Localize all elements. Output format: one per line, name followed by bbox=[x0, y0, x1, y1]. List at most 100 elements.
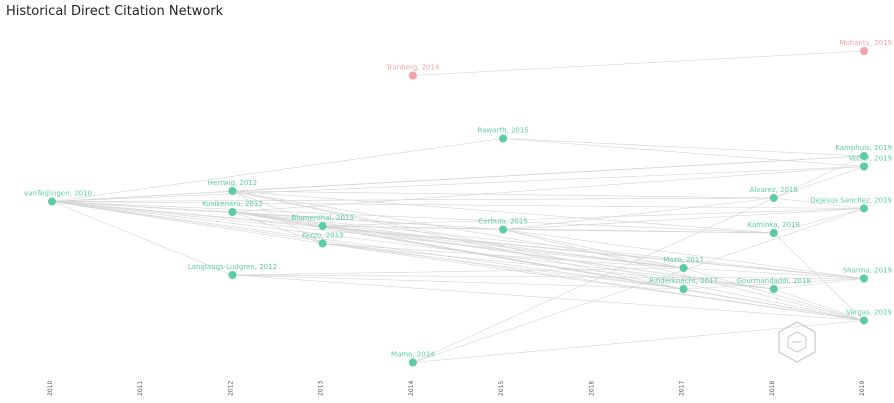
citation-edge bbox=[412, 50, 865, 76]
paper-node-label: Mamo, 2014 bbox=[391, 351, 435, 359]
citation-edge bbox=[773, 208, 865, 234]
paper-node-label: Corbula, 2015 bbox=[478, 218, 527, 226]
citation-edge bbox=[232, 211, 865, 279]
paper-node[interactable] bbox=[860, 316, 868, 325]
citation-edge bbox=[773, 155, 865, 199]
citation-edge bbox=[683, 267, 865, 279]
paper-node-label: Kamphuis, 2019 bbox=[835, 144, 892, 152]
citation-edge bbox=[232, 274, 684, 290]
paper-node[interactable] bbox=[228, 208, 237, 216]
citation-edge bbox=[51, 138, 504, 202]
x-tick-label: 2017 bbox=[679, 381, 686, 396]
citation-edge bbox=[773, 288, 865, 321]
paper-node[interactable] bbox=[499, 134, 508, 143]
hexagon-logo-icon bbox=[778, 321, 816, 363]
citation-edge bbox=[232, 166, 865, 213]
paper-node[interactable] bbox=[860, 162, 868, 171]
citation-edge bbox=[232, 190, 865, 321]
paper-node-label: Kaminka, 2018 bbox=[748, 221, 800, 229]
citation-edge bbox=[412, 197, 774, 363]
citation-edge bbox=[503, 197, 774, 230]
paper-node-label: Mohanty, 2019 bbox=[839, 39, 892, 47]
paper-node[interactable] bbox=[408, 358, 417, 367]
paper-node-label: Alvarez, 2018 bbox=[750, 186, 798, 194]
citation-edge bbox=[412, 320, 865, 363]
citation-edge bbox=[503, 229, 774, 234]
citation-edge bbox=[773, 278, 865, 290]
citation-edge bbox=[683, 278, 865, 290]
paper-node-label: Blumenthal, 2013 bbox=[291, 214, 353, 222]
citation-edge bbox=[322, 225, 684, 269]
paper-node-label: Raworth, 2015 bbox=[477, 127, 528, 135]
paper-node[interactable] bbox=[860, 47, 868, 55]
paper-node-label: vanTeijlingen, 2010 bbox=[24, 190, 92, 198]
citation-edge bbox=[51, 166, 865, 202]
x-tick-label: 2019 bbox=[859, 381, 866, 396]
citation-edge bbox=[683, 288, 865, 321]
citation-edge bbox=[322, 243, 865, 321]
paper-node[interactable] bbox=[769, 285, 778, 293]
paper-node[interactable] bbox=[228, 271, 237, 279]
paper-node-label: Sharma, 2019 bbox=[843, 267, 892, 275]
citation-edge bbox=[322, 243, 684, 269]
citation-edge bbox=[51, 197, 774, 202]
paper-node[interactable] bbox=[228, 187, 237, 195]
paper-node[interactable] bbox=[769, 194, 778, 202]
citation-edge bbox=[51, 201, 233, 276]
edge-layer bbox=[51, 50, 865, 363]
paper-node-label: Tranberg, 2014 bbox=[385, 64, 440, 72]
citation-edge bbox=[232, 190, 774, 234]
paper-node[interactable] bbox=[860, 204, 868, 213]
paper-node[interactable] bbox=[860, 152, 868, 160]
paper-node[interactable] bbox=[679, 264, 688, 272]
x-tick-label: 2018 bbox=[769, 381, 776, 396]
paper-node[interactable] bbox=[48, 197, 56, 206]
paper-node[interactable] bbox=[408, 71, 417, 80]
chart-title: Historical Direct Citation Network bbox=[6, 4, 224, 19]
paper-node[interactable] bbox=[318, 239, 327, 248]
citation-edge bbox=[51, 201, 684, 269]
citation-edge bbox=[773, 232, 865, 321]
citation-edge bbox=[503, 229, 865, 279]
paper-node[interactable] bbox=[318, 222, 327, 230]
paper-node-label: Vargas, 2019 bbox=[846, 309, 892, 317]
paper-node-label: Gourmandaddi, 2018 bbox=[737, 277, 811, 285]
paper-node[interactable] bbox=[499, 225, 508, 234]
citation-edge bbox=[232, 267, 684, 276]
citation-edge bbox=[232, 190, 323, 244]
x-tick-label: 2014 bbox=[408, 381, 415, 396]
citation-edge bbox=[51, 201, 865, 209]
paper-node[interactable] bbox=[769, 229, 778, 237]
paper-node-label: Vetter, 2019 bbox=[849, 155, 893, 163]
node-layer: vanTeijlingen, 2010 Hertwig, 2012 Kusikena… bbox=[24, 39, 892, 367]
citation-edge bbox=[503, 138, 865, 167]
paper-node-label: Dejesus Sanchez, 2019 bbox=[810, 197, 892, 205]
citation-edge bbox=[503, 208, 865, 230]
citation-edge bbox=[51, 201, 774, 234]
citation-edge bbox=[683, 267, 865, 321]
paper-node-label: Mazo, 2017 bbox=[663, 256, 704, 264]
citation-edge bbox=[503, 138, 865, 157]
citation-edge bbox=[51, 201, 684, 290]
citation-edge bbox=[232, 190, 684, 269]
citation-edge bbox=[51, 201, 774, 290]
citation-edge bbox=[412, 208, 865, 363]
paper-node[interactable] bbox=[860, 274, 868, 283]
citation-edge bbox=[232, 274, 865, 279]
citation-edge bbox=[232, 211, 504, 230]
citation-edge bbox=[232, 190, 774, 199]
citation-edge bbox=[51, 201, 865, 321]
paper-node-label: Kerzo, 2013 bbox=[302, 232, 344, 240]
citation-edge bbox=[51, 201, 323, 244]
citation-edge bbox=[232, 274, 865, 321]
paper-node[interactable] bbox=[679, 285, 688, 293]
citation-edge bbox=[773, 197, 865, 209]
paper-node-label: Hertwig, 2012 bbox=[208, 179, 258, 187]
citation-edge bbox=[322, 208, 865, 227]
citation-edge bbox=[322, 243, 684, 290]
citation-edge bbox=[773, 166, 865, 199]
x-tick-label: 2011 bbox=[137, 381, 144, 396]
paper-node-label: Rinderknecht, 2017 bbox=[649, 277, 718, 285]
x-tick-label: 2010 bbox=[47, 381, 54, 396]
